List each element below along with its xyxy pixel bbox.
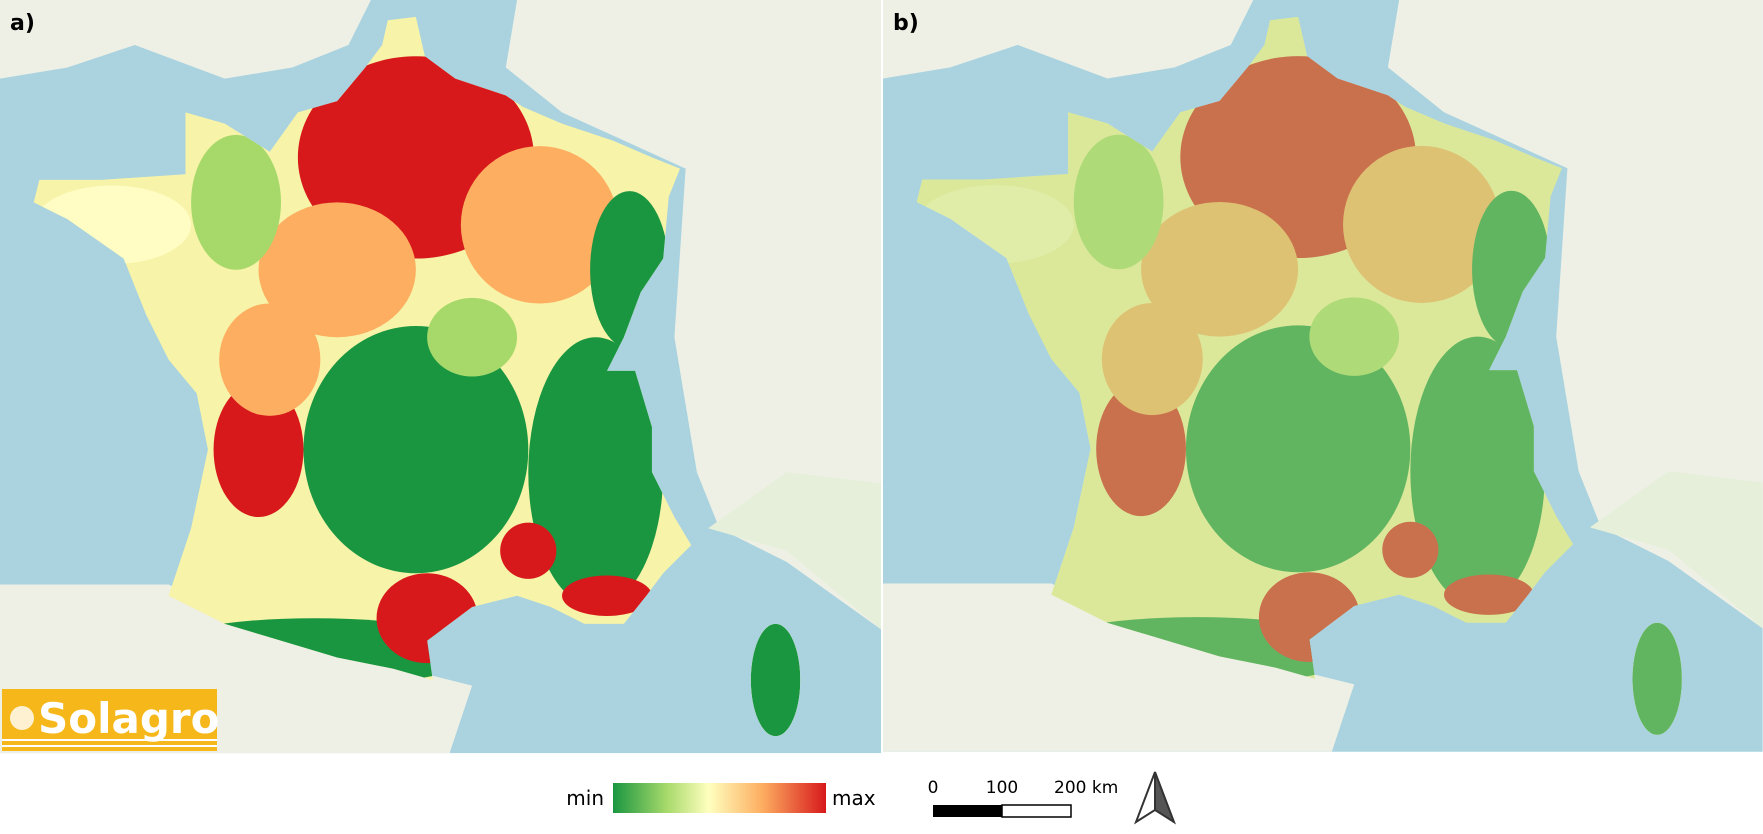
logo-sun — [10, 706, 34, 730]
panel-label: b) — [893, 11, 919, 36]
scale-segment — [933, 805, 1002, 817]
logo-text: Solagro — [38, 694, 219, 743]
legend-max: max — [832, 786, 876, 810]
map-panel-b — [883, 0, 1763, 752]
panel-label: a) — [10, 11, 35, 36]
scale-bar: 0 100 200 km — [928, 778, 1118, 818]
legend-min: min — [566, 786, 604, 810]
scale-label: 100 — [986, 778, 1018, 798]
logo: Solagro — [2, 689, 219, 751]
color-ramp — [613, 783, 826, 813]
scale-segment — [1001, 804, 1072, 818]
legend: min max — [566, 783, 876, 813]
scale-label: 0 — [928, 778, 939, 798]
panel-divider — [881, 0, 883, 753]
scale-label: 200 km — [1054, 778, 1118, 798]
north-arrow — [1134, 771, 1176, 825]
map-panel-a — [0, 0, 881, 753]
